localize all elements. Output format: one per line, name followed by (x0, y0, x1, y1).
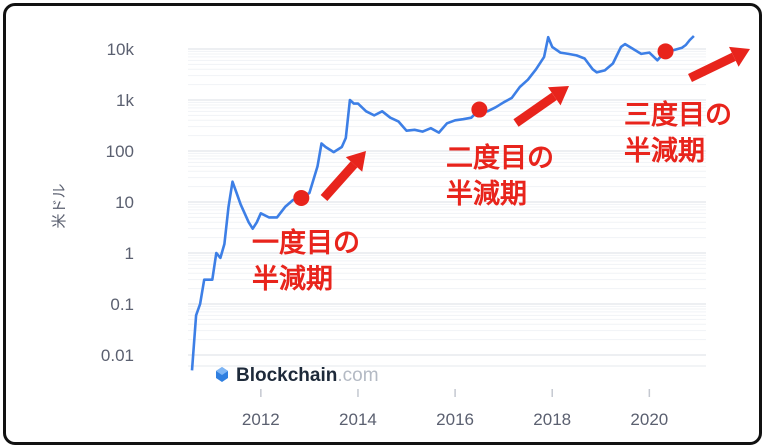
halving-marker (657, 43, 674, 60)
annotation-1-line-1: 一度目の (252, 227, 360, 258)
x-tick-label: 2018 (533, 410, 571, 429)
y-tick-label: 100 (106, 142, 134, 161)
chart-grid (188, 48, 706, 367)
arrow-shaft (688, 52, 736, 83)
y-axis-ticks: 10k 1k 100 10 1 0.1 0.01 (101, 40, 135, 365)
annotation-3: 三度目の 半減期 (624, 99, 732, 166)
x-tick-label: 2020 (630, 410, 668, 429)
source-logo: Blockchain.com (216, 365, 379, 386)
arrow-shaft (320, 161, 358, 201)
arrow-head (345, 151, 366, 172)
annotation-3-line-2: 半減期 (624, 136, 705, 166)
annotation-1: 一度目の 半減期 (252, 227, 360, 294)
annotation-1-line-2: 半減期 (252, 264, 333, 294)
halving-marker (293, 189, 310, 206)
x-tick-label: 2014 (339, 410, 377, 429)
arrow-shaft (513, 92, 557, 127)
arrow-head (547, 86, 569, 106)
annotation-2-line-2: 半減期 (446, 179, 527, 209)
arrow-head (729, 46, 750, 67)
halving-markers (293, 43, 674, 206)
annotation-3-line-1: 三度目の (624, 99, 732, 130)
source-brand-name: Blockchain (236, 365, 337, 386)
arrow-up-right-icon (513, 86, 569, 127)
y-tick-label: 10 (115, 193, 134, 212)
blockchain-logo-icon (216, 367, 228, 382)
source-brand-domain: .com (337, 365, 378, 386)
y-tick-label: 1 (125, 244, 134, 263)
x-tick-label: 2016 (436, 410, 474, 429)
annotation-2-line-1: 二度目の (446, 142, 554, 173)
price-line (190, 35, 695, 371)
halving-marker (471, 101, 488, 118)
chart-frame: 10k 1k 100 10 1 0.1 0.01 2012 2014 2016 2018 2020 … (3, 3, 762, 445)
trend-arrows (320, 46, 750, 201)
source-brand: Blockchain.com (236, 365, 379, 386)
x-axis-ticks: 2012 2014 2016 2018 2020 (242, 389, 668, 429)
arrow-up-right-icon (688, 46, 750, 83)
arrow-up-right-icon (320, 151, 366, 201)
y-tick-label: 10k (107, 40, 135, 59)
y-tick-label: 0.1 (110, 295, 134, 314)
y-axis-label: 米ドル (51, 183, 68, 228)
annotation-2: 二度目の 半減期 (446, 142, 554, 209)
y-tick-label: 0.01 (101, 346, 134, 365)
y-tick-label: 1k (116, 91, 134, 110)
x-tick-label: 2012 (242, 410, 280, 429)
